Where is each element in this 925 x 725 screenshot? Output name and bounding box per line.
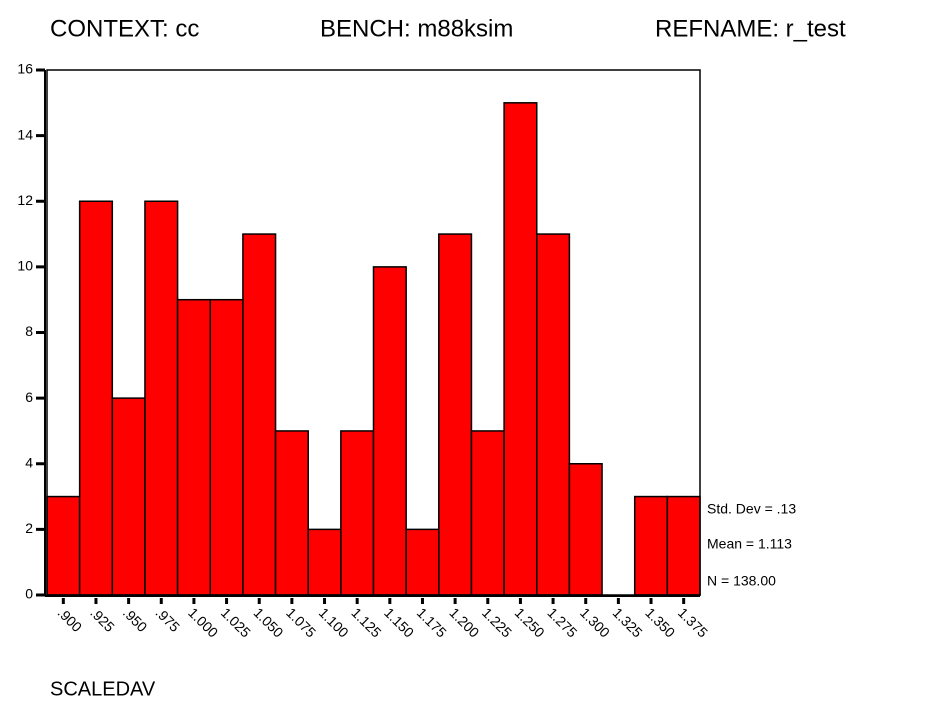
stat-annotation: Std. Dev = .13 [707,501,796,517]
y-tick-label: 14 [17,126,33,142]
y-tick-label: 0 [25,586,33,602]
x-tick-label: 1.100 [316,604,352,640]
bar [242,233,277,596]
x-tick-label: 1.325 [610,604,646,640]
x-tick-label: 1.175 [414,604,450,640]
stat-annotation: N = 138.00 [707,573,776,589]
bar [568,463,603,596]
y-tick-label: 8 [25,323,33,339]
bar [372,266,407,596]
x-tick-label: .975 [153,604,184,635]
bar [633,495,669,596]
bar [307,528,342,596]
x-tick-label: .900 [55,604,86,635]
y-tick-label: 2 [25,520,33,536]
x-tick-label: 1.075 [283,604,319,640]
bar [209,298,244,596]
x-tick-label: 1.300 [577,604,613,640]
x-tick-label: .925 [87,604,118,635]
bar [78,200,114,596]
x-tick-label: 1.125 [348,604,384,640]
bar [503,102,538,596]
title-bench: BENCH: m88ksim [320,15,513,42]
bar [176,298,212,596]
bar [438,233,473,596]
x-tick-label: 1.225 [479,604,515,640]
stat-annotation: Mean = 1.113 [707,536,792,552]
x-tick-label: 1.050 [250,604,286,640]
y-tick-label: 4 [25,454,33,470]
title-context: CONTEXT: cc [50,15,199,42]
bar [340,430,375,596]
x-axis-label: SCALEDAV [50,678,156,700]
bar [666,495,701,596]
bar [111,397,146,596]
x-tick-label: 1.200 [446,604,482,640]
title-refname: REFNAME: r_test [655,15,846,42]
x-tick-label: 1.000 [185,604,221,640]
x-tick-label: 1.150 [381,604,417,640]
bar [46,495,81,596]
y-tick-label: 12 [17,192,33,208]
bar [274,430,309,596]
y-tick-label: 6 [25,389,33,405]
bar [405,528,440,596]
x-tick-label: 1.375 [675,604,711,640]
y-tick-label: 10 [17,258,33,274]
bar [470,430,505,596]
y-tick-label: 16 [17,61,33,77]
bar [144,200,179,596]
x-tick-label: 1.275 [544,604,580,640]
x-tick-label: 1.025 [218,604,254,640]
x-tick-label: 1.250 [512,604,548,640]
x-tick-label: 1.350 [642,604,678,640]
bar [536,233,571,596]
x-tick-label: .950 [120,604,151,635]
